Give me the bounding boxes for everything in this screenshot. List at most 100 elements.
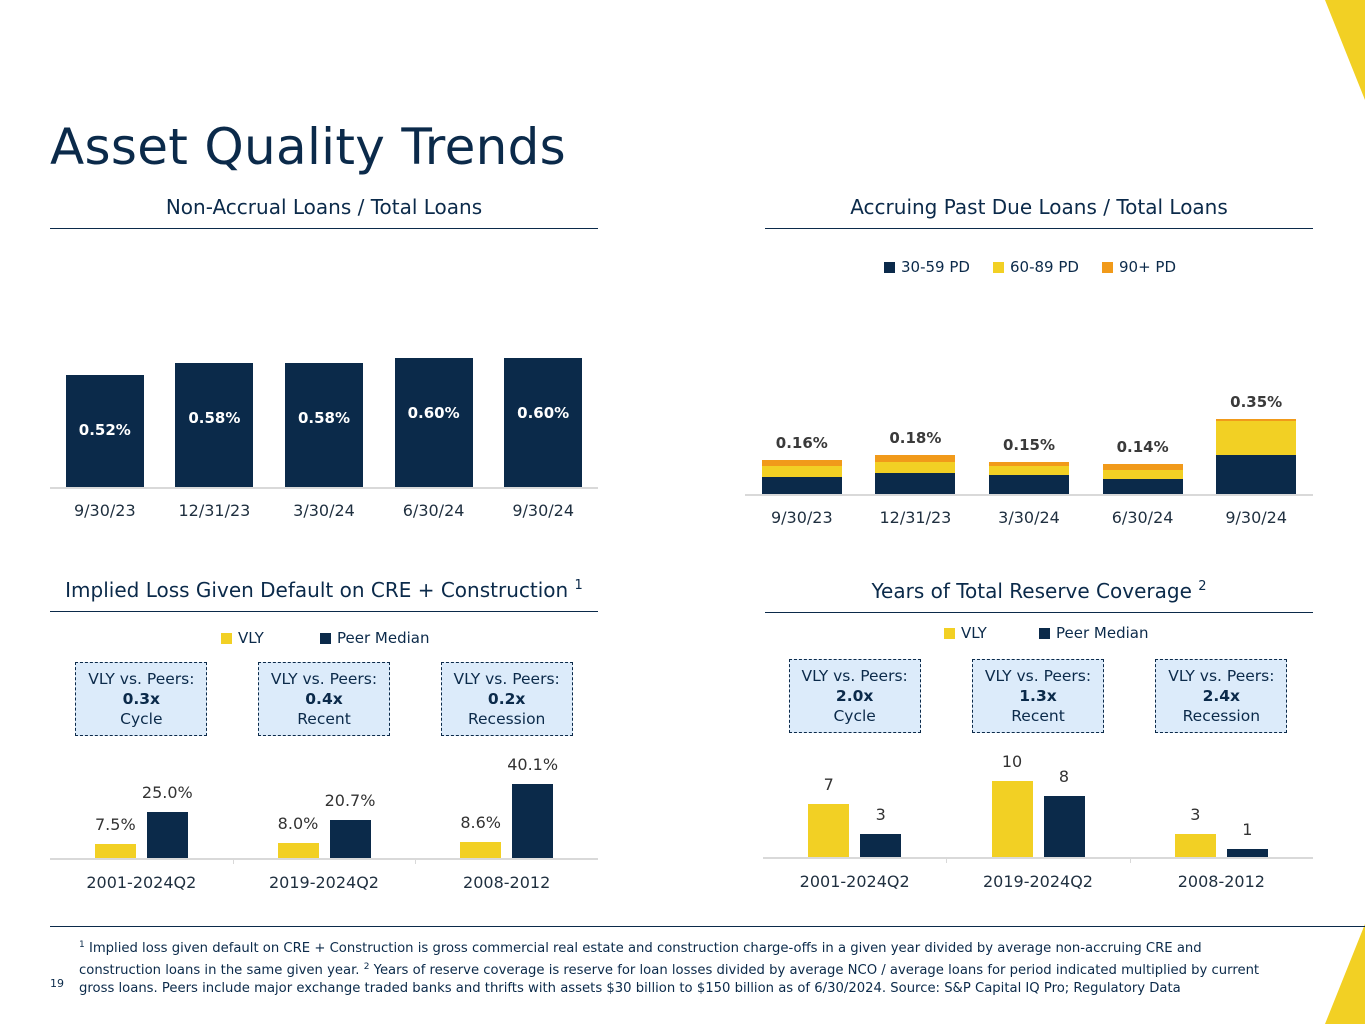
footer-rule [50, 926, 1365, 927]
page-title: Asset Quality Trends [50, 118, 567, 176]
chart2-bar-segment [761, 459, 842, 467]
chart4-callout-heading: VLY vs. Peers: [984, 667, 1092, 685]
chart4-callout-heading: VLY vs. Peers: [1168, 667, 1275, 685]
chart4-title: Years of Total Reserve Coverage 2 [765, 579, 1313, 603]
legend-item-90-plus: 90+ PD [1102, 258, 1176, 276]
chart3-title-text: Implied Loss Given Default on CRE + Cons… [65, 578, 569, 602]
chart2-total-label: 0.15% [1002, 435, 1056, 454]
chart2-bar-segment [989, 461, 1069, 467]
chart2-bar-segment [1216, 455, 1297, 494]
chart2-tick-label: 9/30/23 [770, 508, 833, 527]
chart4-tick-label: 2008-2012 [1177, 872, 1265, 891]
corner-accent-bottom [1325, 924, 1365, 1024]
chart3-bar [277, 843, 319, 858]
chart3-tick-label: 2001-2024Q2 [86, 873, 197, 892]
legend-item-vly: VLY [221, 629, 264, 647]
chart2-bar-segment [989, 474, 1069, 494]
chart4-bar [991, 781, 1033, 857]
chart4-value-label: 10 [1001, 752, 1023, 771]
chart1-axis [50, 487, 598, 489]
chart2-total-label: 0.14% [1116, 437, 1169, 456]
chart2-title-text: Accruing Past Due Loans / Total Loans [850, 195, 1228, 219]
chart2-bar-segment [875, 472, 956, 494]
chart4-bar [808, 803, 850, 857]
chart2-tick-label: 3/30/24 [998, 508, 1060, 527]
chart4-callout: VLY vs. Peers: 2.4x Recession [1155, 659, 1288, 733]
legend-swatch-60-89 [993, 261, 1004, 273]
footnote-mark-1: 1 [79, 940, 85, 950]
chart4-tick-label: 2001-2024Q2 [799, 872, 910, 891]
chart4-callout-period: Cycle [833, 707, 876, 725]
chart4-value-label: 8 [1058, 767, 1070, 787]
legend-label-30-59: 30-59 PD [901, 258, 970, 276]
chart3-value-label: 8.0% [277, 814, 319, 834]
legend-label-vly: VLY [238, 629, 264, 647]
chart2-total-label: 0.35% [1230, 392, 1283, 411]
chart4-value-label: 1 [1242, 820, 1253, 840]
chart2-tick-label: 12/31/23 [879, 508, 952, 527]
chart3-axis [50, 858, 598, 860]
chart3-value-label: 25.0% [141, 782, 193, 802]
chart4-title-sup: 2 [1198, 579, 1207, 594]
chart2-axis [745, 494, 1313, 496]
chart2-bar-segment [1102, 478, 1183, 494]
chart1-tick-label: 9/30/24 [512, 501, 575, 520]
chart4-bar [1226, 849, 1268, 857]
chart1-title-rule [50, 228, 598, 229]
chart2-title-rule [765, 228, 1313, 229]
chart4-bar [860, 834, 902, 857]
chart2-bar-segment [1216, 418, 1297, 422]
chart3-tick-label: 2019-2024Q2 [269, 873, 379, 892]
chart1-title-text: Non-Accrual Loans / Total Loans [165, 195, 483, 219]
legend-swatch-vly [221, 632, 232, 644]
chart4-callout-multiple: 1.3x [1019, 687, 1057, 705]
chart1-bar [65, 375, 144, 487]
chart2-title: Accruing Past Due Loans / Total Loans [765, 195, 1313, 219]
chart3-bar [146, 811, 188, 858]
chart4-value-label: 3 [875, 805, 886, 825]
chart3-callout: VLY vs. Peers: 0.3x Cycle [75, 662, 208, 736]
chart4-callout-multiple: 2.4x [1202, 687, 1241, 705]
legend-label-90-plus: 90+ PD [1119, 258, 1177, 276]
legend-item-30-59: 30-59 PD [884, 258, 970, 276]
legend-label-peer: Peer Median [337, 629, 430, 647]
chart3-title: Implied Loss Given Default on CRE + Cons… [50, 578, 598, 602]
chart4-callout: VLY vs. Peers: 2.0x Cycle [788, 659, 921, 733]
footnote-mark-2: 2 [363, 962, 370, 972]
chart4-callout-period: Recent [1011, 707, 1065, 725]
chart3-callout-heading: VLY vs. Peers: [88, 670, 195, 688]
chart3-title-rule [50, 611, 598, 612]
footnote-text-1: Implied loss given default on CRE + Cons… [79, 941, 1202, 978]
chart4-callout-multiple: 2.0x [835, 687, 874, 705]
chart3-value-label: 7.5% [95, 815, 136, 835]
chart2-bar-segment [1102, 470, 1183, 479]
chart3-value-label: 20.7% [324, 790, 376, 810]
chart2-bar-segment [761, 476, 842, 494]
chart4-bar [1043, 796, 1085, 857]
chart3-callout: VLY vs. Peers: 0.4x Recent [258, 662, 390, 736]
chart3-title-sup: 1 [574, 578, 583, 593]
chart2-bar-segment [875, 461, 956, 473]
chart3-bar [512, 783, 554, 858]
chart3-bar [94, 844, 136, 858]
legend-label-60-89: 60-89 PD [1010, 258, 1079, 276]
footnote: 1 Implied loss given default on CRE + Co… [79, 936, 1279, 998]
chart4-callout: VLY vs. Peers: 1.3x Recent [972, 659, 1104, 733]
chart1-bar-label: 0.60% [517, 404, 570, 423]
chart3-callout-period: Recent [297, 710, 351, 728]
chart1-tick-label: 9/30/23 [73, 501, 136, 520]
chart2-tick-label: 6/30/24 [1111, 508, 1174, 527]
chart3-group-divider [232, 858, 234, 864]
chart4-value-label: 3 [1190, 805, 1201, 825]
chart3-tick-label: 2008-2012 [463, 873, 551, 892]
chart3-callout-multiple: 0.4x [305, 690, 343, 708]
legend-swatch-vly-2 [944, 627, 955, 639]
corner-accent-top [1325, 0, 1365, 100]
legend-swatch-peer [320, 632, 331, 644]
chart3-callout: VLY vs. Peers: 0.2x Recession [440, 662, 573, 736]
chart2-bar-segment [761, 466, 842, 477]
chart4-group-divider [1129, 857, 1131, 863]
chart1-bar-label: 0.60% [407, 404, 460, 423]
chart2-total-label: 0.16% [775, 433, 828, 452]
page-number: 19 [50, 977, 64, 990]
